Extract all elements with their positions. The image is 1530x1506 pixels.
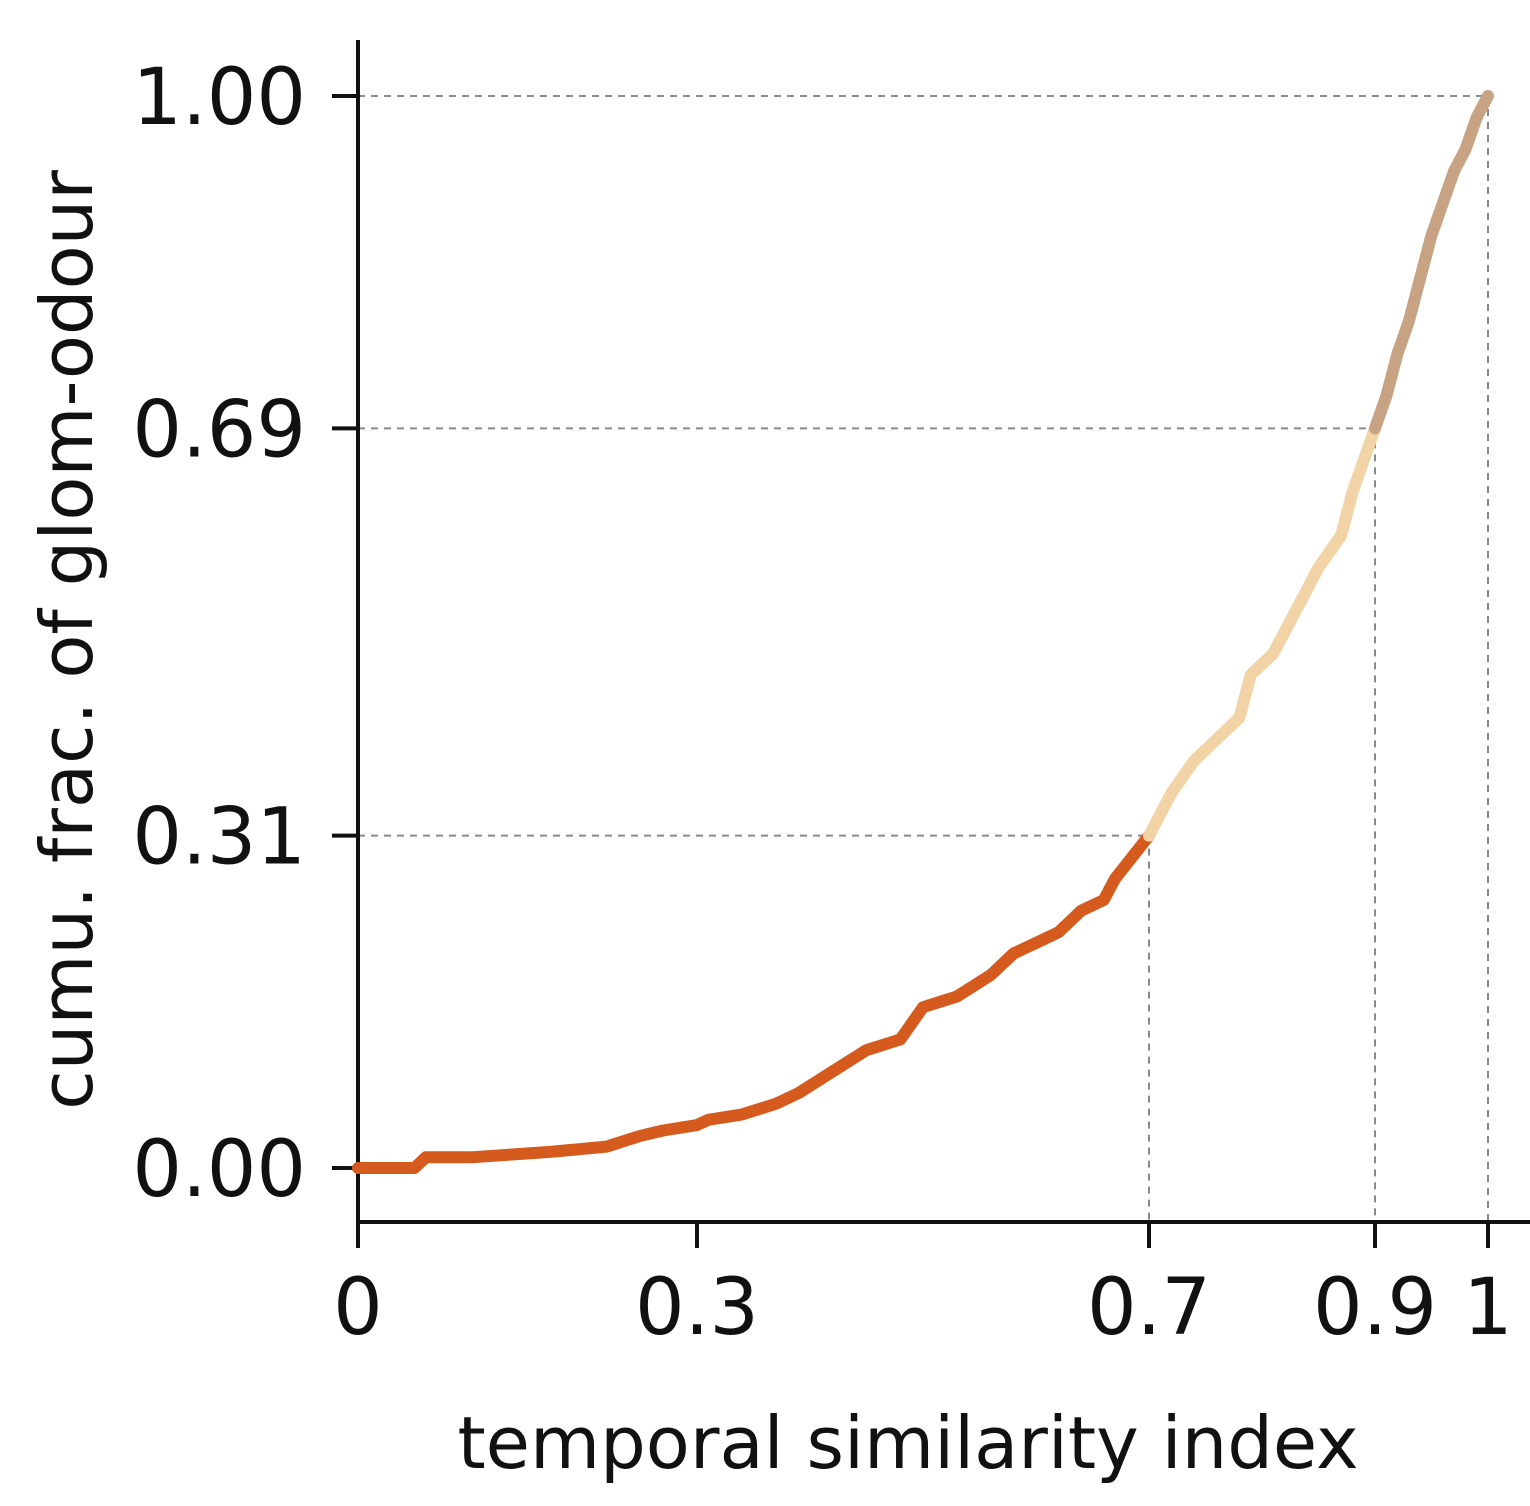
- axes: [356, 40, 1530, 1224]
- guide-lines: [358, 95, 1489, 1222]
- x-tick-label: 0: [333, 1263, 383, 1353]
- y-axis-label: cumu. frac. of glom-odour: [25, 170, 109, 1110]
- x-tick-label: 0.3: [635, 1263, 759, 1353]
- x-tick-label: 1: [1463, 1263, 1513, 1353]
- series-line-segment-2: [1369, 90, 1494, 435]
- x-tick-label: 0.7: [1087, 1263, 1211, 1353]
- y-tick-label: 0.69: [132, 385, 306, 475]
- y-tick-label: 0.00: [132, 1125, 306, 1215]
- y-tick-label: 0.31: [132, 793, 306, 883]
- x-axis-label: temporal similarity index: [457, 1401, 1358, 1485]
- series-line-segment-0: [352, 829, 1155, 1174]
- x-tick-label: 0.9: [1313, 1263, 1437, 1353]
- series-lines: [352, 90, 1494, 1174]
- series-line-segment-1: [1143, 422, 1381, 842]
- y-tick-label: 1.00: [132, 53, 306, 143]
- ticks: 0 0.3 0.7 0.9 1 0.00 0.31 0.69 1.00: [132, 53, 1512, 1353]
